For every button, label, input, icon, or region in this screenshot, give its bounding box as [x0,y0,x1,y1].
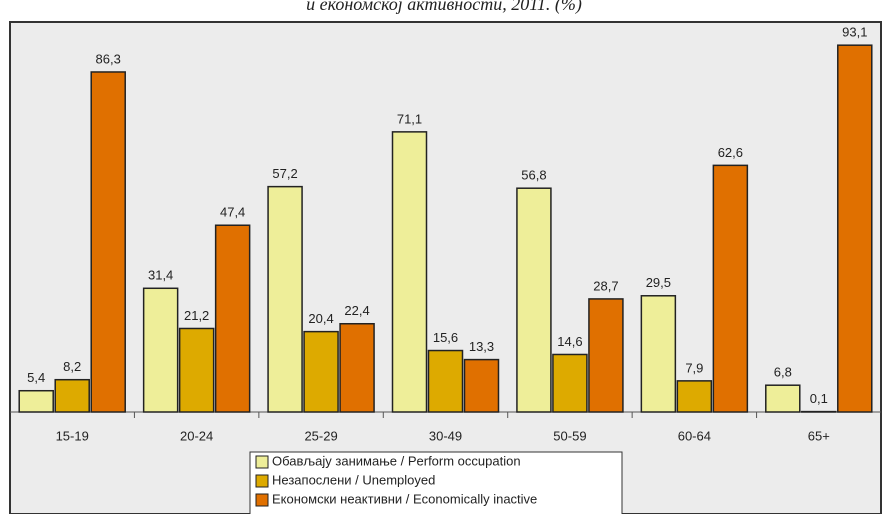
bar [837,44,873,413]
value-label: 20,4 [308,311,333,326]
bar [552,353,588,413]
x-tick-label: 25-29 [304,428,337,443]
legend-swatch [255,474,269,488]
bar [54,378,90,413]
x-tick-label: 50-59 [553,428,586,443]
value-label: 22,4 [344,303,369,318]
value-label: 93,1 [842,25,867,40]
bar [90,71,126,413]
bar [339,322,375,413]
legend-swatch [255,455,269,469]
value-label: 0,1 [810,391,828,406]
bar [178,327,215,413]
value-label: 86,3 [96,51,121,66]
value-label: 8,2 [63,359,81,374]
bar [214,224,251,413]
value-label: 47,4 [220,205,245,220]
x-tick-label: 60-64 [678,428,711,443]
chart-title: и економској активности, 2011. (%) [306,0,582,15]
bar [267,185,303,413]
x-tick-label: 15-19 [56,428,89,443]
bar [463,358,500,413]
bar [391,131,428,413]
bar [516,187,552,413]
value-label: 71,1 [397,111,422,126]
value-label: 62,6 [718,145,743,160]
value-label: 57,2 [272,166,297,181]
value-label: 6,8 [774,365,792,380]
value-label: 56,8 [521,168,546,183]
x-tick-label: 20-24 [180,428,213,443]
legend-label: Незапослени / Unemployed [272,472,435,487]
value-label: 28,7 [593,278,618,293]
bar [18,389,54,413]
value-label: 31,4 [148,268,173,283]
value-label: 21,2 [184,308,209,323]
x-tick-label: 65+ [808,428,830,443]
bar [142,287,179,413]
x-tick-label: 30-49 [429,428,462,443]
legend-label: Економски неактивни / Economically inact… [272,491,537,506]
value-label: 5,4 [27,370,45,385]
bar [676,380,713,413]
value-label: 14,6 [557,334,582,349]
bar [303,330,339,413]
bar [765,384,801,413]
bar [640,295,677,413]
value-label: 7,9 [685,360,703,375]
value-label: 15,6 [433,330,458,345]
value-label: 29,5 [646,275,671,290]
bar [427,349,464,413]
legend-box [249,451,623,514]
bar [588,298,624,413]
legend-swatch [255,493,269,507]
bar [712,164,749,413]
legend-label: Обављају занимање / Perform occupation [272,453,521,468]
value-label: 13,3 [469,339,494,354]
